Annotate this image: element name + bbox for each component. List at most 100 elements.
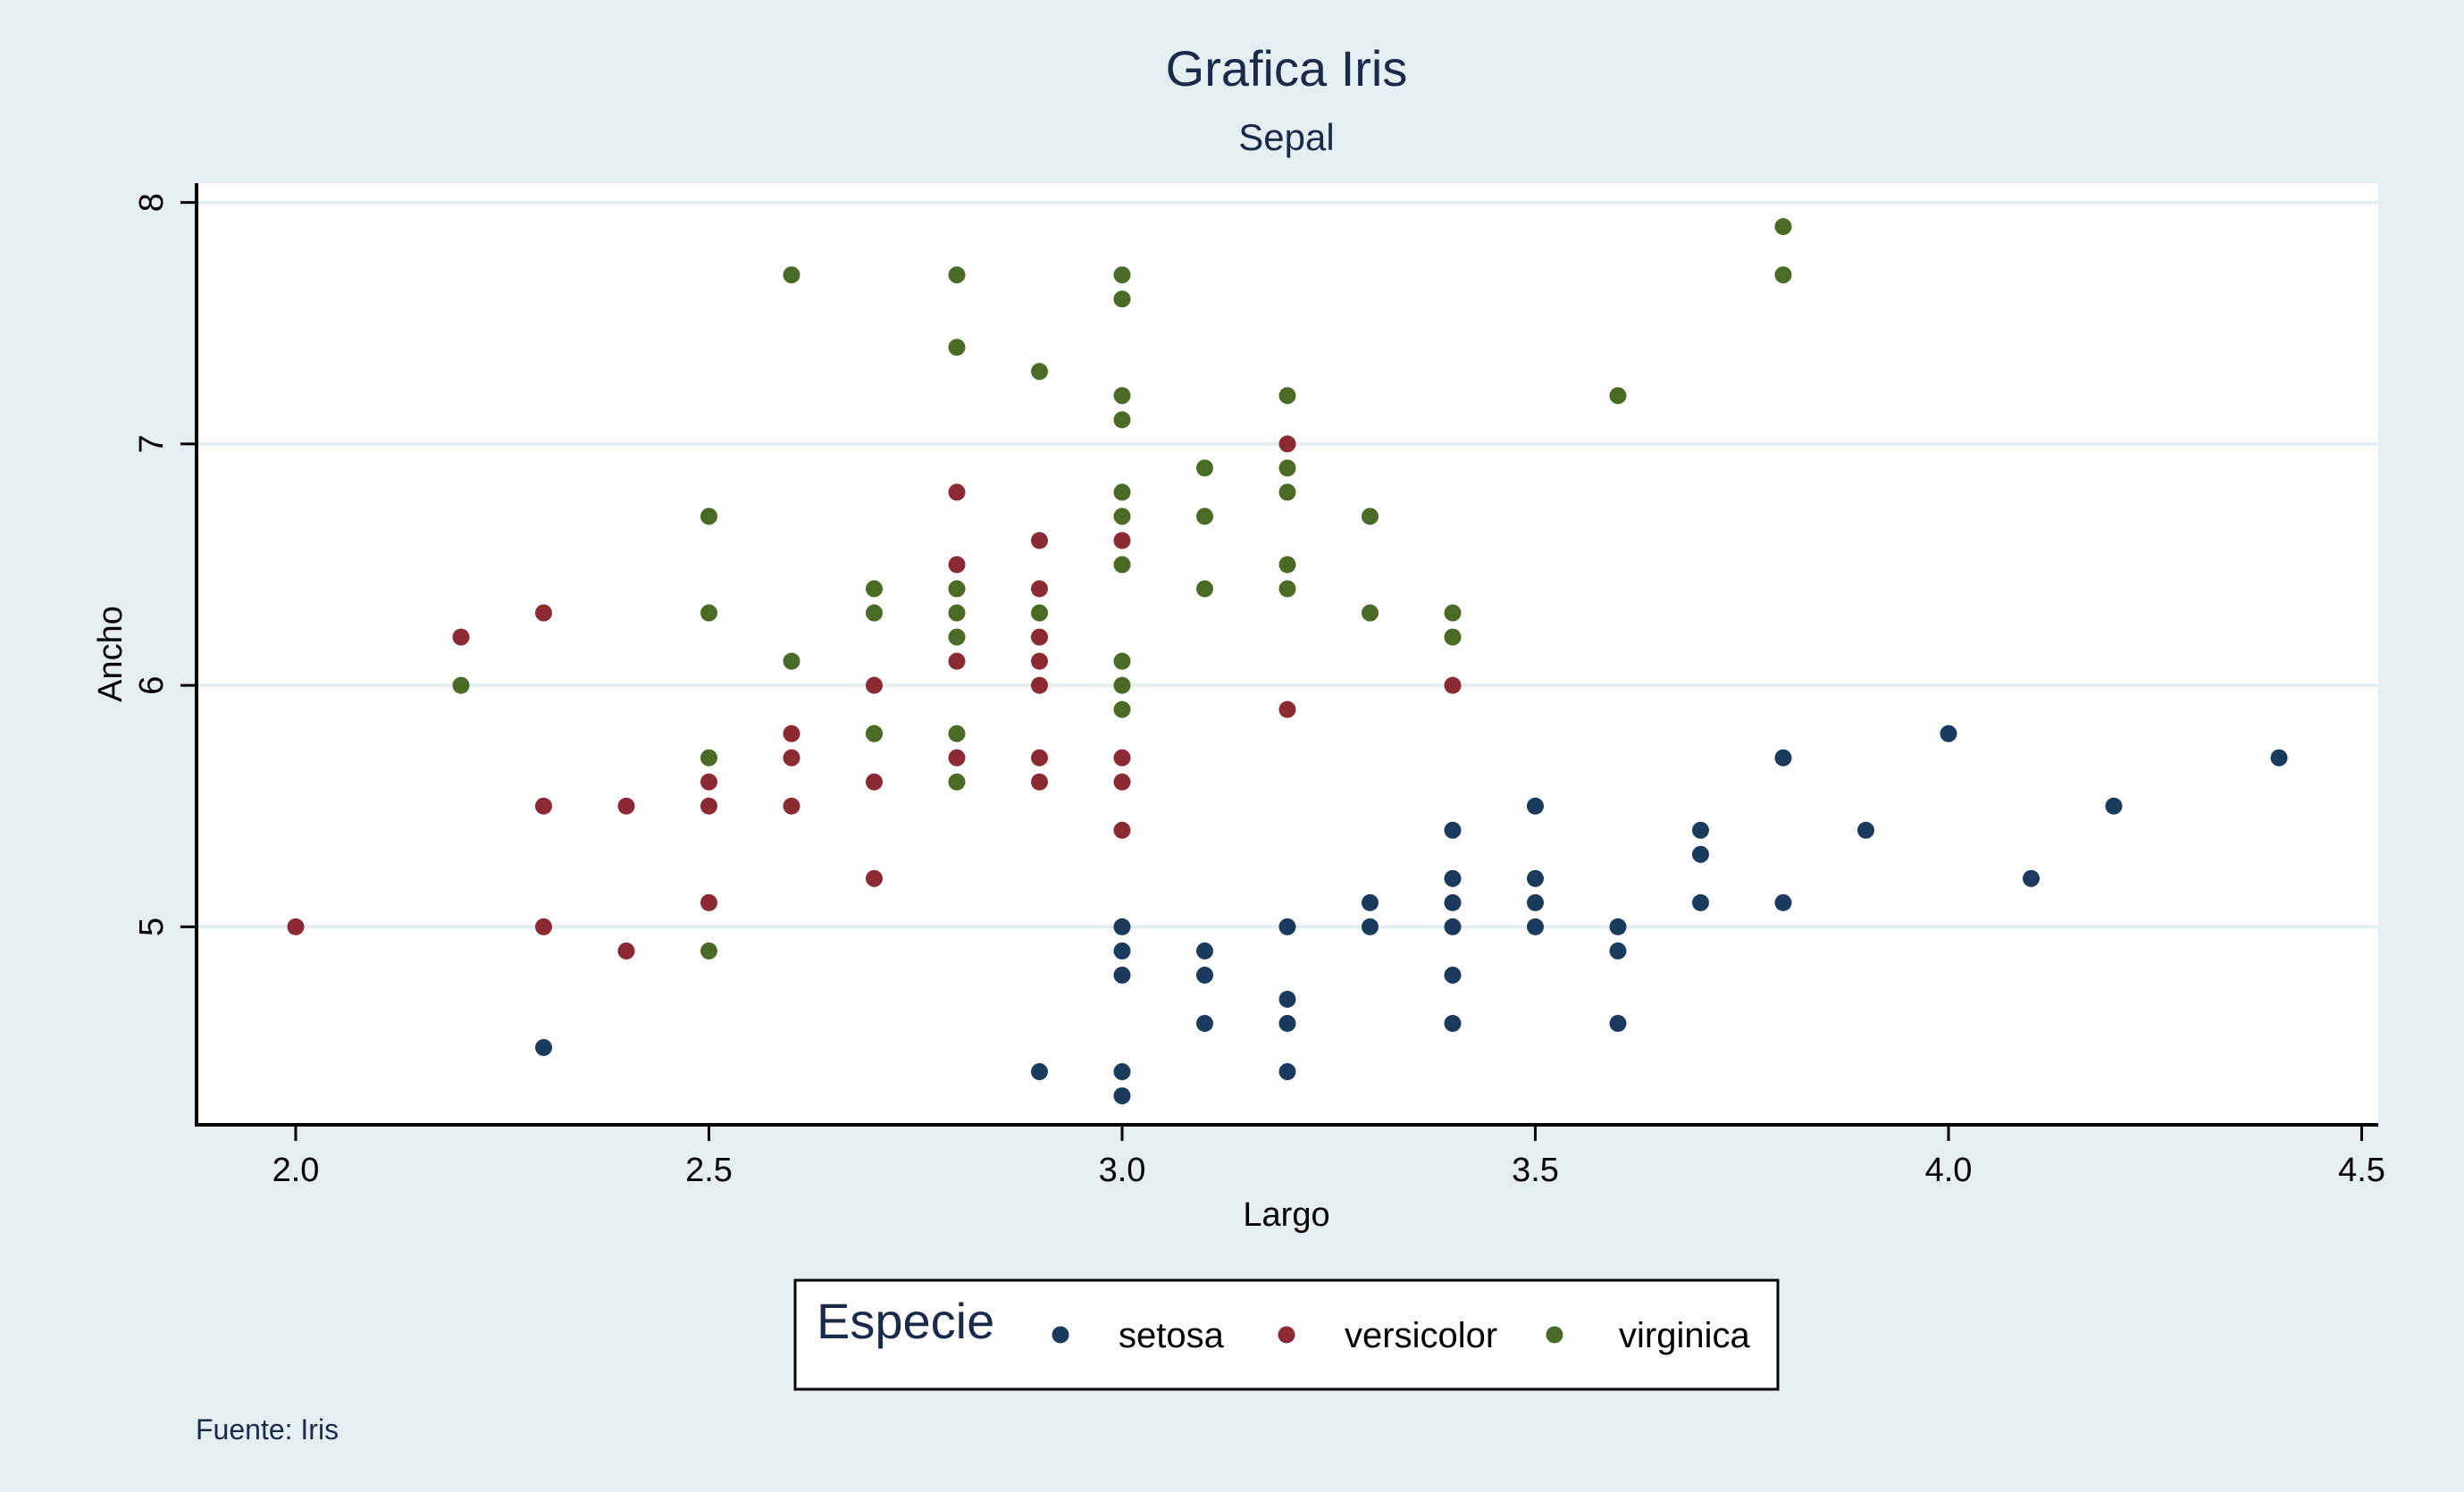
legend-marker-virginica (1546, 1326, 1563, 1344)
point-setosa (1857, 821, 1874, 839)
legend-label-versicolor: versicolor (1345, 1316, 1497, 1355)
point-setosa (1444, 821, 1462, 839)
point-setosa (1774, 749, 1792, 767)
legend-items: setosa versicolor virginica (1052, 1316, 1750, 1355)
y-axis-ticks: 5 6 7 8 (133, 193, 197, 936)
point-versicolor (948, 483, 966, 501)
point-virginica (1113, 387, 1131, 405)
point-virginica (700, 942, 717, 960)
point-virginica (1278, 387, 1296, 405)
point-virginica (700, 749, 717, 767)
point-virginica (1609, 387, 1627, 405)
point-setosa (1362, 893, 1379, 911)
y-tick-label: 5 (133, 918, 171, 936)
point-versicolor (1031, 773, 1048, 791)
point-versicolor (1278, 700, 1296, 718)
point-versicolor (1444, 676, 1462, 694)
legend: Especie setosa versicolor virginica (793, 1278, 1780, 1391)
point-virginica (1113, 676, 1131, 694)
point-virginica (1113, 483, 1131, 501)
point-versicolor (948, 652, 966, 670)
point-setosa (1362, 918, 1379, 935)
point-setosa (1196, 966, 1213, 984)
point-setosa (1444, 869, 1462, 887)
point-virginica (1774, 266, 1792, 284)
point-versicolor (1113, 773, 1131, 791)
point-versicolor (948, 749, 966, 767)
point-setosa (1113, 966, 1131, 984)
point-setosa (1527, 797, 1544, 815)
point-virginica (1196, 459, 1213, 477)
point-virginica (1278, 459, 1296, 477)
point-virginica (1196, 580, 1213, 598)
point-virginica (948, 580, 966, 598)
point-versicolor (948, 556, 966, 574)
point-virginica (1444, 604, 1462, 622)
plot-area (197, 183, 2378, 1125)
point-versicolor (617, 942, 635, 960)
point-virginica (948, 773, 966, 791)
point-versicolor (1113, 749, 1131, 767)
point-versicolor (700, 893, 717, 911)
point-setosa (1278, 1063, 1296, 1081)
point-versicolor (1031, 676, 1048, 694)
point-versicolor (1031, 652, 1048, 670)
x-tick-label: 3.0 (1099, 1152, 1146, 1189)
point-virginica (1031, 363, 1048, 381)
point-virginica (783, 266, 800, 284)
point-virginica (1362, 604, 1379, 622)
y-tick-label: 8 (133, 193, 171, 212)
point-virginica (1113, 556, 1131, 574)
point-versicolor (617, 797, 635, 815)
point-virginica (452, 676, 470, 694)
point-virginica (948, 339, 966, 356)
point-setosa (2023, 869, 2040, 887)
point-setosa (1031, 1063, 1048, 1081)
chart-subtitle: Sepal (1238, 116, 1334, 158)
point-setosa (1609, 918, 1627, 935)
point-setosa (1278, 918, 1296, 935)
legend-marker-setosa (1052, 1326, 1069, 1344)
point-setosa (1692, 821, 1709, 839)
point-setosa (1196, 1014, 1213, 1032)
point-versicolor (287, 918, 305, 935)
point-setosa (1527, 893, 1544, 911)
point-virginica (948, 266, 966, 284)
point-virginica (1113, 411, 1131, 429)
point-setosa (535, 1039, 552, 1057)
point-versicolor (1113, 532, 1131, 549)
x-tick-label: 4.5 (2338, 1152, 2385, 1189)
point-setosa (1609, 942, 1627, 960)
point-versicolor (700, 773, 717, 791)
x-axis-label: Largo (1243, 1196, 1329, 1234)
x-tick-label: 2.5 (685, 1152, 733, 1189)
x-tick-label: 4.0 (1925, 1152, 1973, 1189)
data-points (287, 218, 2288, 1105)
point-versicolor (1278, 435, 1296, 453)
point-setosa (1527, 918, 1544, 935)
point-virginica (866, 725, 883, 742)
chart-title: Grafica Iris (1166, 40, 1408, 96)
point-setosa (1196, 942, 1213, 960)
legend-title: Especie (817, 1293, 994, 1349)
point-setosa (1444, 918, 1462, 935)
point-setosa (1278, 990, 1296, 1008)
point-versicolor (1031, 749, 1048, 767)
legend-label-setosa: setosa (1119, 1316, 1225, 1355)
point-versicolor (783, 797, 800, 815)
point-versicolor (866, 773, 883, 791)
point-virginica (1278, 483, 1296, 501)
point-setosa (1774, 893, 1792, 911)
point-virginica (1278, 556, 1296, 574)
point-setosa (1444, 1014, 1462, 1032)
point-setosa (1940, 725, 1957, 742)
point-virginica (783, 652, 800, 670)
point-setosa (1692, 893, 1709, 911)
y-axis-label: Ancho (92, 606, 130, 702)
point-virginica (866, 604, 883, 622)
point-setosa (1113, 1063, 1131, 1081)
x-tick-label: 2.0 (272, 1152, 320, 1189)
point-versicolor (783, 749, 800, 767)
point-virginica (866, 580, 883, 598)
